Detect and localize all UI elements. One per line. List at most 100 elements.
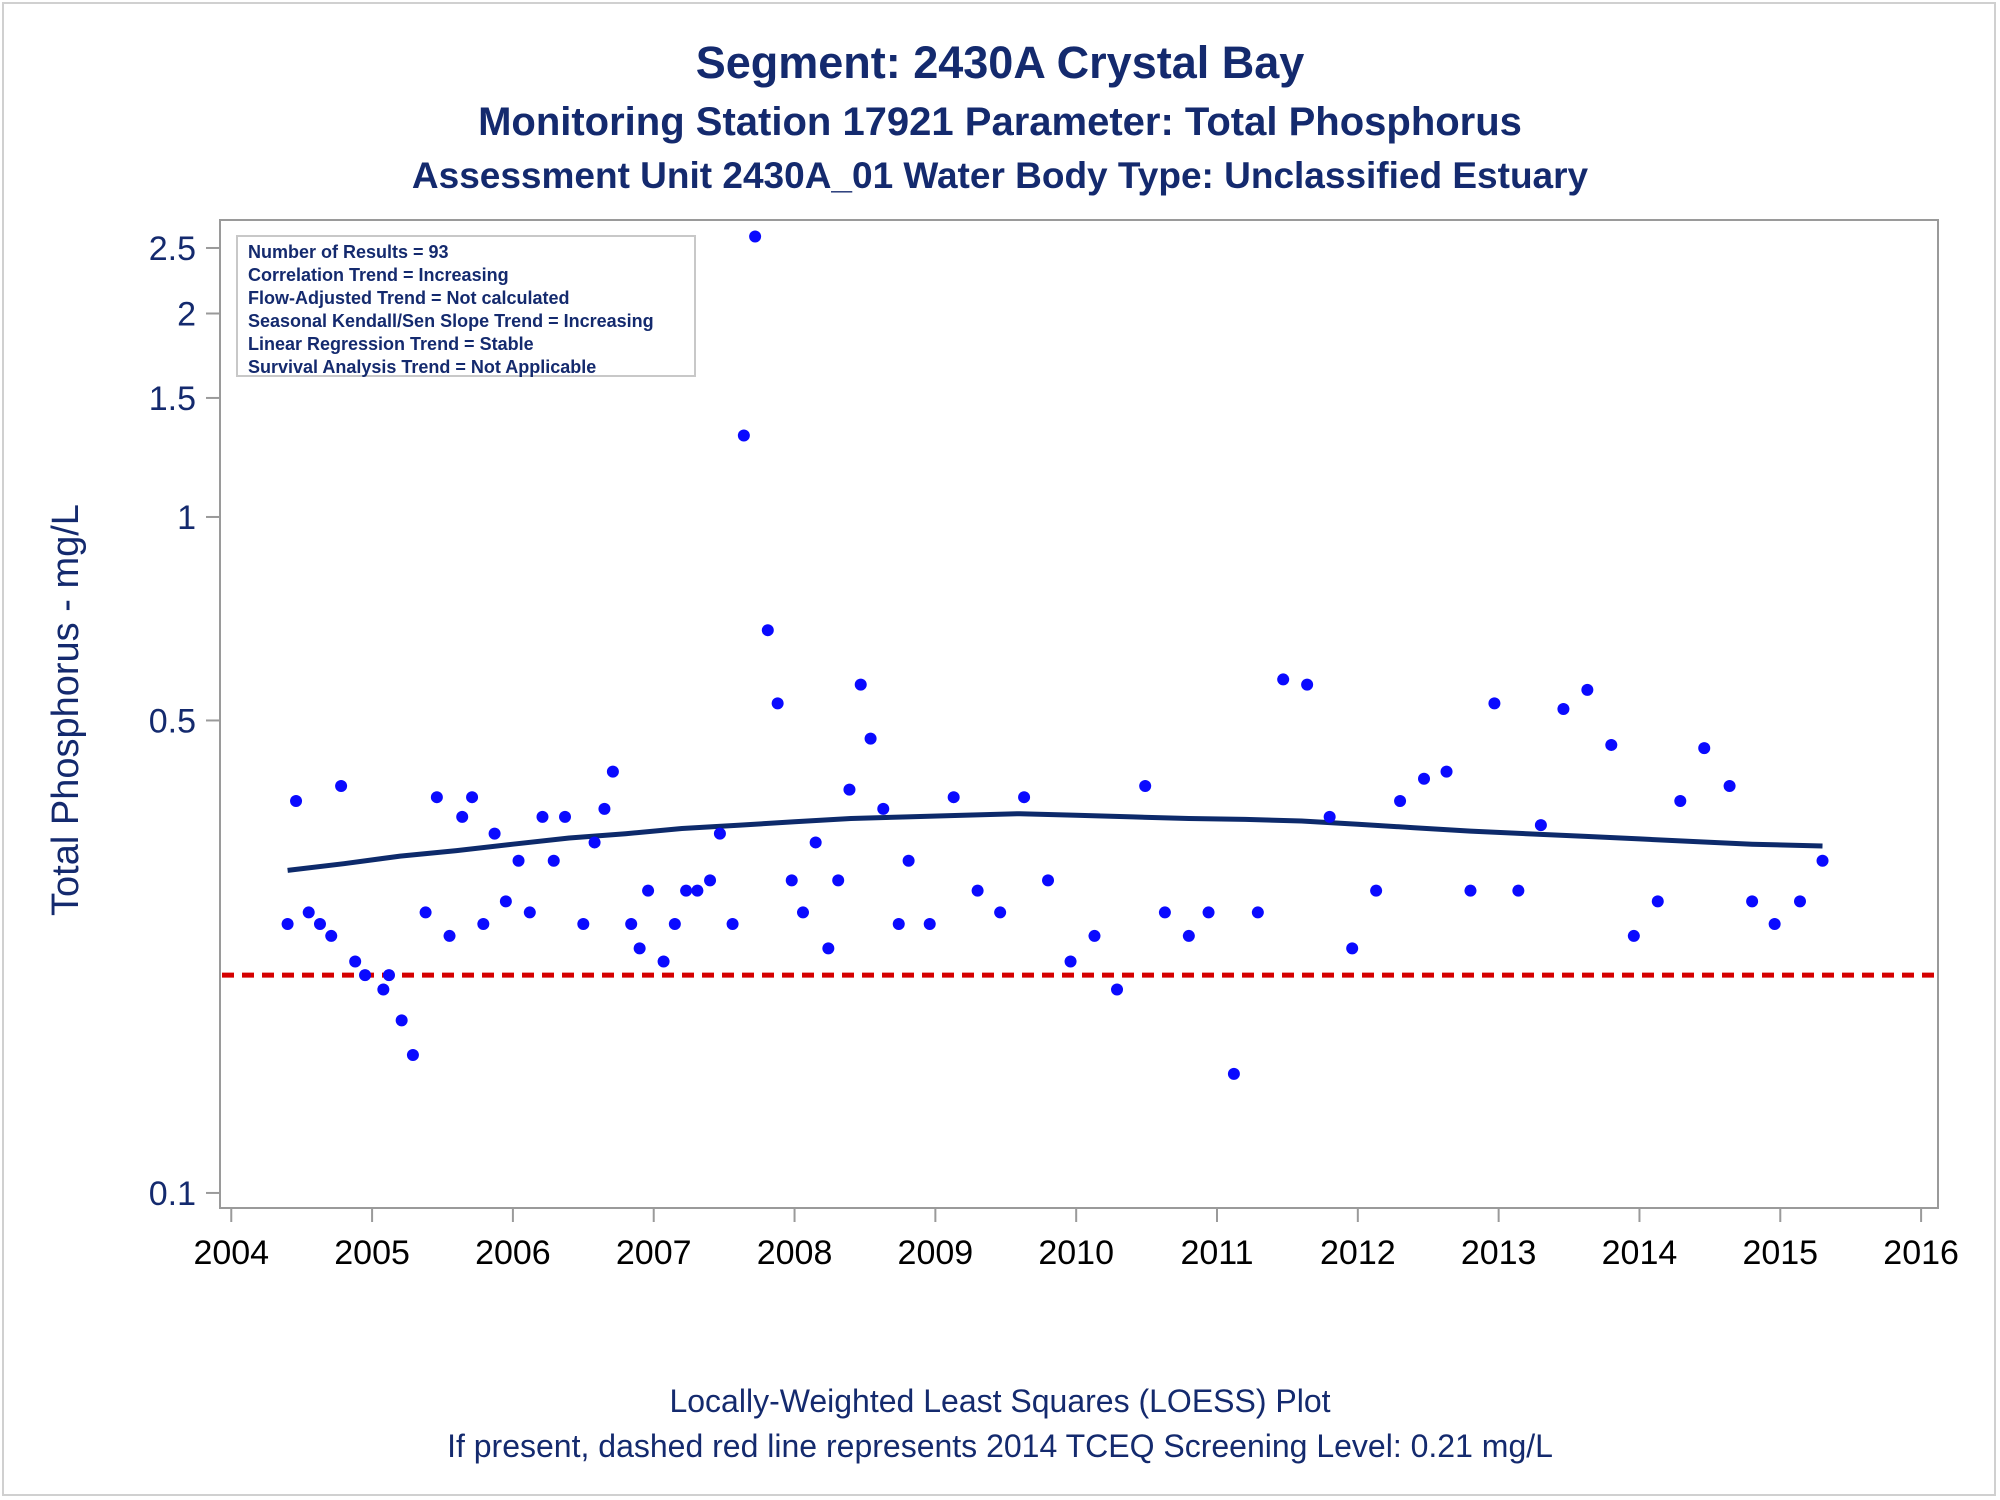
data-point xyxy=(488,827,501,840)
data-point xyxy=(382,969,395,982)
data-point xyxy=(443,929,456,942)
x-tick-label: 2014 xyxy=(1602,1234,1678,1272)
chart-title: Segment: 2430A Crystal Bay xyxy=(695,37,1305,88)
y-tick-label: 1.5 xyxy=(149,380,196,418)
data-point xyxy=(1440,765,1453,778)
data-point xyxy=(406,1048,419,1061)
data-point xyxy=(680,884,693,897)
footnote-loess: Locally-Weighted Least Squares (LOESS) P… xyxy=(669,1383,1331,1419)
data-point xyxy=(1323,810,1336,823)
data-point xyxy=(1557,702,1570,715)
chart-subtitle-2: Assessment Unit 2430A_01 Water Body Type… xyxy=(411,155,1589,196)
data-point xyxy=(606,765,619,778)
data-point xyxy=(749,230,762,243)
data-point xyxy=(499,895,512,908)
y-tick-label: 0.1 xyxy=(149,1175,196,1213)
data-point xyxy=(1042,874,1055,887)
data-point xyxy=(1698,742,1711,755)
data-point xyxy=(902,854,915,867)
stats-line: Linear Regression Trend = Stable xyxy=(248,334,534,354)
data-point xyxy=(1370,884,1383,897)
data-point xyxy=(761,624,774,637)
data-point xyxy=(1202,906,1215,919)
data-point xyxy=(726,917,739,930)
stats-line: Survival Analysis Trend = Not Applicable xyxy=(248,357,597,377)
data-point xyxy=(536,810,549,823)
data-point xyxy=(1346,942,1359,955)
data-point xyxy=(1251,906,1264,919)
data-point xyxy=(668,917,681,930)
x-tick-label: 2016 xyxy=(1883,1234,1959,1272)
data-point xyxy=(771,697,784,710)
loess-line xyxy=(287,811,1823,873)
y-tick-label: 1 xyxy=(177,499,196,537)
data-point xyxy=(466,791,479,804)
x-tick-label: 2008 xyxy=(757,1234,833,1272)
data-point xyxy=(796,906,809,919)
data-point xyxy=(1723,779,1736,792)
data-point xyxy=(1111,983,1124,996)
data-point xyxy=(559,810,572,823)
data-point xyxy=(809,836,822,849)
data-point xyxy=(395,1014,408,1027)
x-tick-label: 2009 xyxy=(898,1234,974,1272)
data-point xyxy=(588,836,601,849)
data-point xyxy=(302,906,315,919)
data-point xyxy=(642,884,655,897)
data-point xyxy=(1488,697,1501,710)
x-tick-label: 2013 xyxy=(1461,1234,1537,1272)
y-tick-label: 0.5 xyxy=(149,702,196,740)
data-point xyxy=(1464,884,1477,897)
data-point xyxy=(290,795,303,808)
data-point xyxy=(512,854,525,867)
data-point xyxy=(377,983,390,996)
data-point xyxy=(1512,884,1525,897)
data-point xyxy=(349,955,362,968)
data-point xyxy=(1139,779,1152,792)
data-point xyxy=(1064,955,1077,968)
data-point xyxy=(523,906,536,919)
data-point xyxy=(892,917,905,930)
data-point xyxy=(598,802,611,815)
data-point xyxy=(1182,929,1195,942)
data-point xyxy=(335,779,348,792)
plot-area xyxy=(219,219,1939,1209)
x-tick-label: 2010 xyxy=(1038,1234,1114,1272)
data-point xyxy=(1394,795,1407,808)
data-point xyxy=(854,678,867,691)
data-point xyxy=(1674,795,1687,808)
data-point xyxy=(625,917,638,930)
data-point xyxy=(281,917,294,930)
data-point xyxy=(359,969,372,982)
data-point xyxy=(864,732,877,745)
data-point xyxy=(691,884,704,897)
data-point xyxy=(657,955,670,968)
data-point xyxy=(1746,895,1759,908)
data-point xyxy=(713,827,726,840)
stats-line: Flow-Adjusted Trend = Not calculated xyxy=(248,288,570,308)
data-point xyxy=(430,791,443,804)
data-point xyxy=(1227,1067,1240,1080)
footnote-screening: If present, dashed red line represents 2… xyxy=(447,1428,1553,1464)
y-tick-label: 2.5 xyxy=(149,230,196,268)
data-point xyxy=(1793,895,1806,908)
data-point xyxy=(994,906,1007,919)
data-point xyxy=(547,854,560,867)
data-point xyxy=(822,942,835,955)
chart-subtitle: Monitoring Station 17921 Parameter: Tota… xyxy=(478,100,1522,144)
stats-line: Number of Results = 93 xyxy=(248,242,449,262)
data-point xyxy=(419,906,432,919)
data-point xyxy=(1768,917,1781,930)
data-point xyxy=(1651,895,1664,908)
data-point xyxy=(313,917,326,930)
data-point xyxy=(1816,854,1829,867)
data-point xyxy=(843,783,856,796)
data-point xyxy=(1581,683,1594,696)
data-point xyxy=(477,917,490,930)
data-point xyxy=(877,802,890,815)
data-point xyxy=(1277,673,1290,686)
stats-line: Correlation Trend = Increasing xyxy=(248,265,509,285)
x-tick-label: 2012 xyxy=(1320,1234,1396,1272)
data-point xyxy=(704,874,717,887)
data-point xyxy=(325,929,338,942)
